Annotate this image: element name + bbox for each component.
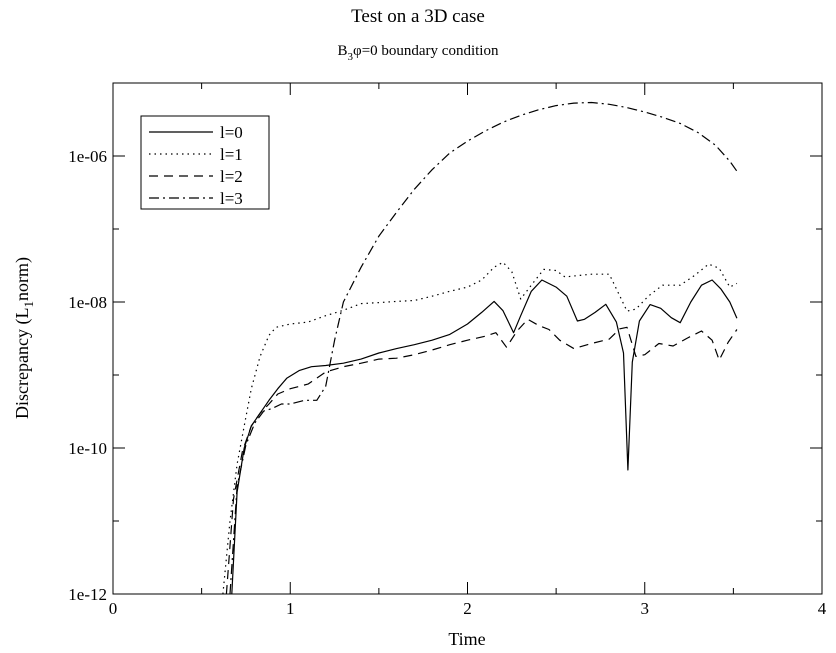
legend: l=0 l=1 l=2 l=3: [140, 115, 270, 210]
ylabel-base: Discrepancy (L: [12, 308, 33, 419]
legend-label: l=3: [220, 189, 243, 208]
x-axis-ticks: 0 1 2 3 4: [109, 83, 827, 618]
y-axis-ticks: 1e-12 1e-10 1e-08 1e-06: [68, 147, 822, 604]
y-tick-label: 1e-12: [68, 585, 107, 604]
legend-box: [140, 115, 270, 210]
legend-label: l=1: [220, 145, 243, 164]
series-line-l0: [231, 279, 738, 594]
series-layer: [222, 101, 738, 594]
x-tick-label: 0: [109, 599, 118, 618]
subtitle-subscript: 3: [348, 51, 354, 63]
y-tick-label: 1e-06: [68, 147, 107, 166]
y-tick-label: 1e-08: [68, 293, 107, 312]
ylabel-rest: norm): [12, 257, 33, 301]
x-axis-label: Time: [448, 629, 485, 649]
x-tick-label: 2: [463, 599, 472, 618]
chart-title: Test on a 3D case: [351, 6, 485, 27]
series-line-l1: [222, 261, 738, 594]
x-tick-label: 3: [641, 599, 650, 618]
series-line-l3: [229, 101, 738, 594]
x-tick-label: 1: [286, 599, 295, 618]
x-tick-label: 4: [818, 599, 827, 618]
legend-label: l=2: [220, 167, 243, 186]
subtitle-base: B: [338, 43, 348, 59]
chart-subtitle: B3φ=0 boundary condition: [338, 43, 499, 63]
ylabel-subscript: 1: [21, 301, 36, 308]
y-tick-label: 1e-10: [68, 439, 107, 458]
series-line-l2: [225, 318, 738, 594]
subtitle-rest: φ=0 boundary condition: [353, 43, 499, 59]
y-axis-label: Discrepancy (L1norm): [12, 257, 36, 419]
legend-label: l=0: [220, 123, 243, 142]
